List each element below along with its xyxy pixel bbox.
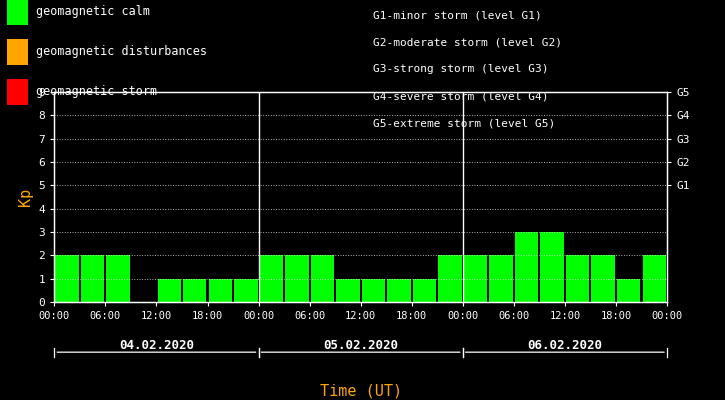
Text: geomagnetic disturbances: geomagnetic disturbances (36, 46, 207, 58)
Text: G1-minor storm (level G1): G1-minor storm (level G1) (373, 10, 542, 20)
Bar (617, 279, 640, 302)
Text: geomagnetic storm: geomagnetic storm (36, 86, 157, 98)
Bar (81, 255, 104, 302)
Bar (311, 255, 334, 302)
Bar (285, 255, 309, 302)
Bar (55, 255, 79, 302)
Text: G2-moderate storm (level G2): G2-moderate storm (level G2) (373, 37, 563, 47)
Bar (107, 255, 130, 302)
Text: G5-extreme storm (level G5): G5-extreme storm (level G5) (373, 119, 555, 129)
Bar (387, 279, 410, 302)
Bar (183, 279, 207, 302)
Bar (209, 279, 232, 302)
Text: G4-severe storm (level G4): G4-severe storm (level G4) (373, 92, 549, 102)
Bar (592, 255, 615, 302)
Bar (157, 279, 181, 302)
Bar (234, 279, 257, 302)
Bar (464, 255, 487, 302)
Bar (260, 255, 283, 302)
Y-axis label: Kp: Kp (18, 188, 33, 206)
Bar (336, 279, 360, 302)
Text: Time (UT): Time (UT) (320, 384, 402, 399)
Bar (439, 255, 462, 302)
Bar (362, 279, 385, 302)
Text: G3-strong storm (level G3): G3-strong storm (level G3) (373, 64, 549, 74)
Bar (566, 255, 589, 302)
Bar (515, 232, 538, 302)
Bar (642, 255, 666, 302)
Bar (413, 279, 436, 302)
Text: 06.02.2020: 06.02.2020 (527, 339, 602, 352)
Text: 05.02.2020: 05.02.2020 (323, 339, 398, 352)
Text: geomagnetic calm: geomagnetic calm (36, 6, 150, 18)
Bar (540, 232, 564, 302)
Text: 04.02.2020: 04.02.2020 (119, 339, 194, 352)
Bar (489, 255, 513, 302)
